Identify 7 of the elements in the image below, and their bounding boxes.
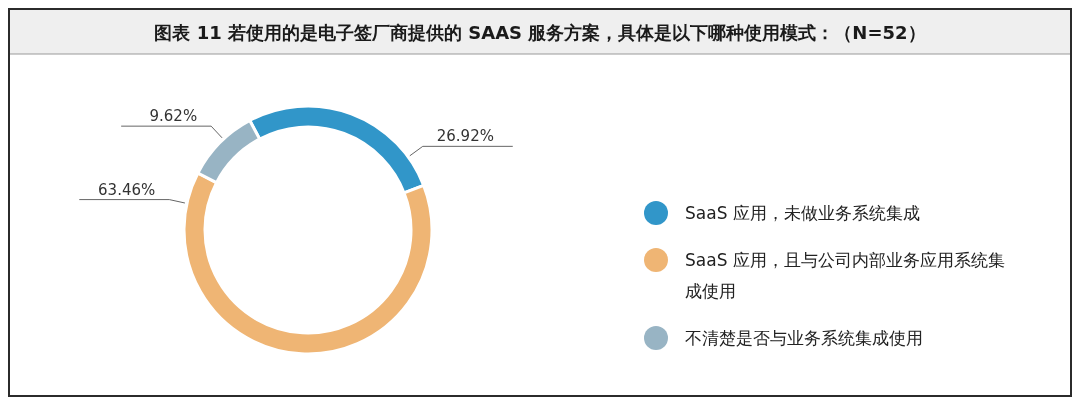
data-label: 9.62% [149,107,198,126]
legend-label: SaaS 应用，且与公司内部业务应用系统集成使用 [685,250,1005,301]
legend-label: 不清楚是否与业务系统集成使用 [685,328,923,348]
legend-label: SaaS 应用，未做业务系统集成 [685,203,920,223]
data-label: 63.46% [98,180,156,199]
data-label: 26.92% [436,127,494,146]
chart-title: 图表 11 若使用的是电子签厂商提供的 SAAS 服务方案，具体是以下哪种使用模式：（N=52） [154,22,926,43]
